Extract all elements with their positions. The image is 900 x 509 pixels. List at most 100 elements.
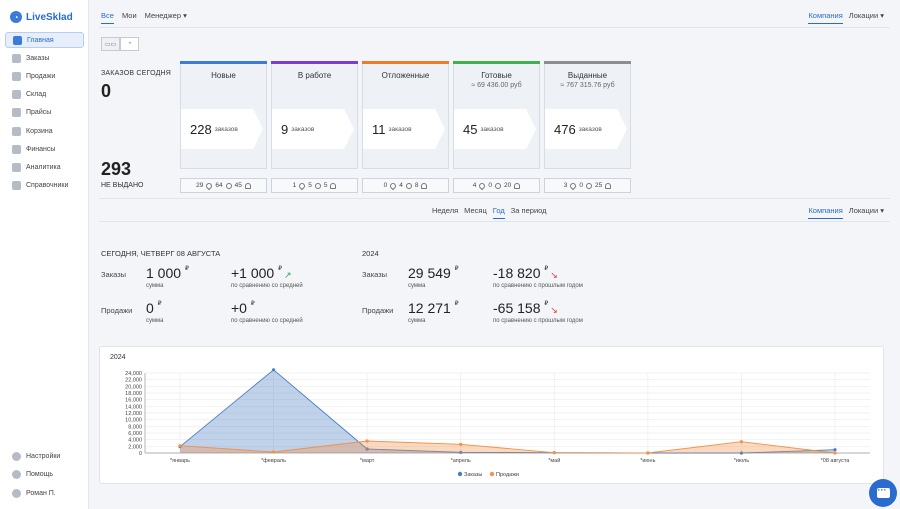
scope-tabs-analytics: Компания Локации ▾	[808, 206, 884, 219]
urgent-count: 1	[292, 182, 297, 189]
fire-icon	[478, 181, 487, 190]
pie-chart-icon: ◔	[127, 41, 132, 47]
stage-stats[interactable]: 1 5 5	[271, 178, 358, 193]
chart-title: 2024	[110, 354, 126, 361]
caption-sum: сумма	[146, 283, 164, 289]
year-orders-sum: 29 549 ₽	[408, 265, 459, 281]
y-tick-label: 8,000	[128, 424, 142, 430]
trend-down-icon: ↘	[550, 270, 558, 280]
tab-week[interactable]: Неделя	[432, 206, 459, 215]
tab-all[interactable]: Все	[101, 11, 114, 24]
y-tick-label: 6,000	[128, 431, 142, 437]
data-point	[739, 440, 744, 444]
sidebar-item-sales[interactable]: Продажи	[5, 68, 84, 84]
today-orders-label: Заказы	[101, 270, 127, 279]
tab-locations[interactable]: Локации ▾	[848, 206, 884, 215]
stage-title: В работе	[297, 71, 332, 80]
stage-stats[interactable]: 0 4 8	[362, 178, 449, 193]
today-orders-sum: 1 000 ₽	[146, 265, 189, 281]
sidebar-item-warehouse[interactable]: Склад	[5, 87, 84, 103]
chat-button[interactable]	[869, 479, 897, 507]
sidebar-item-cart[interactable]: Корзина	[5, 123, 84, 139]
stage-unit: заказов	[291, 125, 315, 133]
order-filter-tabs: Все Мои Менеджер ▾	[101, 11, 187, 24]
stage-card[interactable]: Новые 228 заказов	[180, 61, 267, 169]
x-tick-label: *июнь	[640, 458, 655, 464]
user-icon	[12, 488, 21, 498]
sidebar-item-finance[interactable]: Финансы	[5, 141, 84, 157]
tab-manager[interactable]: Менеджер ▾	[144, 11, 187, 20]
sidebar-item-label: Главная	[27, 36, 54, 44]
series-area-orders	[180, 369, 835, 453]
stage-count-arrow: 45 заказов	[454, 109, 536, 149]
tab-year[interactable]: Год	[492, 206, 505, 219]
user-icon	[421, 182, 428, 189]
cart-icon	[12, 126, 21, 136]
today-sales-label: Продажи	[101, 306, 133, 315]
stage-color-bar	[362, 61, 449, 64]
reference-icon	[12, 181, 21, 191]
tab-month[interactable]: Месяц	[464, 206, 487, 215]
sales-icon	[12, 71, 21, 81]
caption-sum: сумма	[408, 283, 426, 289]
data-point	[552, 451, 556, 455]
y-tick-label: 10,000	[125, 418, 142, 424]
stage-amount: ≈ 69 436.00 руб	[471, 82, 522, 89]
sidebar-item-reference[interactable]: Справочники	[5, 178, 84, 194]
sidebar-item-orders[interactable]: Заказы	[5, 50, 84, 66]
sidebar-item-analytics[interactable]: Аналитика	[5, 159, 84, 175]
sidebar-item-home[interactable]: Главная	[5, 32, 84, 48]
data-point	[459, 442, 463, 446]
stage-card[interactable]: Отложенные 11 заказов	[362, 61, 449, 169]
year-sales-sum: 12 271 ₽	[408, 300, 459, 316]
overdue-count: 64	[215, 182, 223, 189]
today-title: СЕГОДНЯ, ЧЕТВЕРГ 08 АВГУСТА	[101, 249, 221, 258]
caption-compare: по сравнению с прошлым годом	[493, 318, 583, 324]
stage-unit: заказов	[214, 125, 238, 133]
tab-mine[interactable]: Мои	[121, 11, 137, 20]
sidebar-item-label: Настройки	[26, 452, 61, 460]
x-tick-label: *январь	[170, 458, 190, 464]
y-tick-label: 24,000	[125, 371, 142, 377]
logo-text: LiveSklad	[26, 11, 73, 23]
clock-icon	[405, 182, 412, 189]
stage-title: Выданные	[567, 71, 608, 80]
sidebar-item-label: Финансы	[26, 145, 56, 153]
legend-marker	[457, 471, 463, 477]
stage-card[interactable]: Готовые ≈ 69 436.00 руб 45 заказов	[453, 61, 540, 169]
y-tick-label: 22,000	[125, 378, 142, 384]
sidebar-item-gear[interactable]: Настройки	[5, 448, 84, 464]
stage-card[interactable]: Выданные ≈ 767 315.76 руб 476 заказов	[544, 61, 631, 169]
sidebar-item-user[interactable]: Роман П.	[5, 485, 84, 501]
year-orders-diff: -18 820 ₽↘	[493, 265, 558, 281]
sidebar-item-help[interactable]: Помощь	[5, 467, 84, 483]
assigned-count: 8	[414, 182, 419, 189]
tab-company[interactable]: Компания	[808, 11, 843, 24]
sidebar-item-prices[interactable]: Прайсы	[5, 105, 84, 121]
stage-stats[interactable]: 29 64 45	[180, 178, 267, 193]
fire-icon	[205, 181, 214, 190]
stage-stats[interactable]: 4 0 20	[453, 178, 540, 193]
x-tick-label: *июль	[734, 458, 749, 464]
tab-range[interactable]: За период	[510, 206, 547, 215]
overdue-count: 5	[308, 182, 312, 189]
overdue-count: 4	[399, 182, 403, 189]
data-point	[739, 451, 744, 455]
data-point	[271, 368, 276, 372]
data-point	[178, 444, 182, 448]
series-line-sales	[179, 440, 836, 454]
pie-view-button[interactable]: ◔	[120, 37, 139, 51]
stage-color-bar	[271, 61, 358, 64]
stage-title: Готовые	[481, 71, 512, 80]
urgent-count: 29	[196, 182, 204, 189]
funnel-view-button[interactable]: ▭▭	[101, 37, 120, 51]
stage-count-arrow: 228 заказов	[181, 109, 263, 149]
stage-stats[interactable]: 3 0 25	[544, 178, 631, 193]
tab-company[interactable]: Компания	[808, 206, 843, 219]
app-logo[interactable]: ◔ LiveSklad	[10, 10, 73, 24]
urgent-count: 0	[383, 182, 388, 189]
divider	[99, 198, 890, 199]
stage-card[interactable]: В работе 9 заказов	[271, 61, 358, 169]
y-tick-label: 2,000	[128, 444, 142, 450]
tab-locations[interactable]: Локации ▾	[848, 11, 884, 20]
